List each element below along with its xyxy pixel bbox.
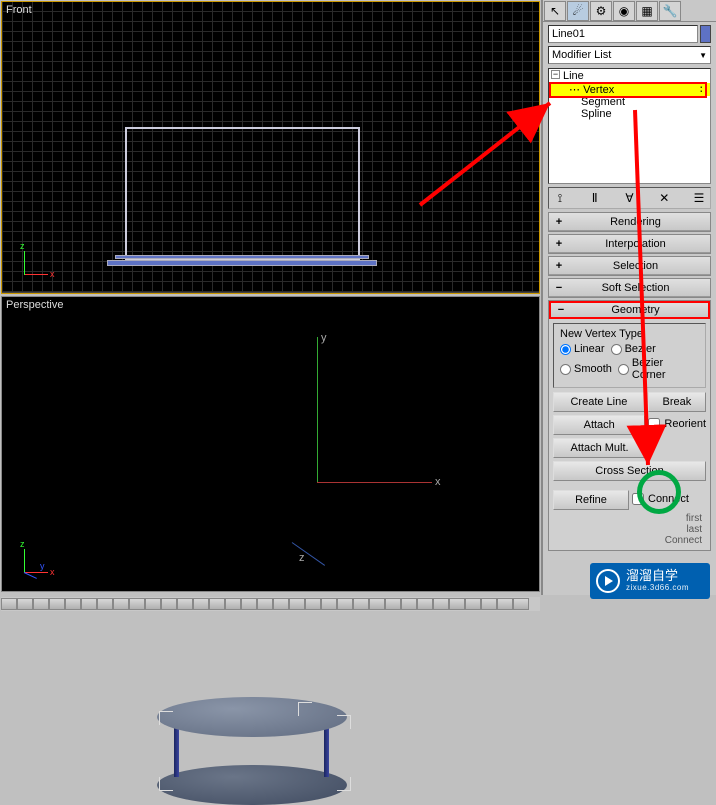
display-tab-icon[interactable]: ▦ — [636, 1, 658, 21]
modifier-stack[interactable]: − Line ⋯ Vertex ∷ Segment Spline — [548, 68, 711, 184]
rollout-title: Rendering — [565, 216, 706, 228]
selection-corner — [337, 715, 351, 729]
stack-root[interactable]: − Line — [549, 69, 710, 83]
connect2-label: Connect — [553, 535, 706, 546]
axis-z-label: z — [299, 552, 305, 564]
connect-checkbox[interactable] — [632, 493, 644, 505]
modifier-list-dropdown[interactable]: Modifier List — [548, 46, 711, 64]
stack-label: Spline — [581, 108, 612, 120]
time-slider[interactable] — [1, 597, 540, 611]
rollout-title: Soft Selection — [565, 282, 706, 294]
viewport-front[interactable]: Front x z — [1, 1, 540, 294]
selection-corner — [159, 711, 173, 725]
axis-gizmo: x z — [16, 243, 56, 283]
viewport-label: Perspective — [6, 299, 63, 311]
refine-button[interactable]: Refine — [553, 490, 629, 510]
axis-x-label: x — [435, 476, 441, 488]
show-result-icon[interactable]: Ⅱ — [585, 189, 605, 207]
unique-icon[interactable]: ∀ — [620, 189, 640, 207]
radio-bezier[interactable]: Bezier — [611, 343, 656, 355]
axis-x-label: x — [50, 269, 55, 279]
play-icon — [596, 569, 620, 593]
rollout-selection[interactable]: +Selection — [548, 256, 711, 276]
object-name-input[interactable] — [548, 25, 698, 43]
stack-spline[interactable]: Spline — [549, 108, 710, 120]
connect-label: Connect — [648, 493, 689, 505]
object-color-swatch[interactable] — [700, 25, 711, 43]
vertex-type-group: New Vertex Type Linear Bezier Smooth Bez… — [553, 323, 706, 388]
hierarchy-tab-icon[interactable]: ⚙ — [590, 1, 612, 21]
wireframe-base2 — [115, 255, 369, 259]
model-bottom — [157, 765, 347, 805]
rollout-rendering[interactable]: +Rendering — [548, 212, 711, 232]
last-label: last — [553, 524, 706, 535]
attach-mult-button[interactable]: Attach Mult. — [553, 438, 646, 458]
panel-toolbar: ↖ ☄ ⚙ ◉ ▦ 🔧 — [543, 0, 716, 22]
modifier-list-label: Modifier List — [552, 49, 611, 61]
watermark: 溜溜自学 zixue.3d66.com — [590, 563, 710, 599]
stack-toolbar: ⟟ Ⅱ ∀ ✕ ☰ — [548, 187, 711, 209]
reorient-label: Reorient — [664, 418, 706, 430]
viewport-perspective[interactable]: Perspective x y z x z y — [1, 296, 540, 592]
rollout-title: Selection — [565, 260, 706, 272]
create-line-button[interactable]: Create Line — [553, 392, 645, 412]
rollout-soft-selection[interactable]: −Soft Selection — [548, 278, 711, 298]
axis-z-label: z — [20, 241, 25, 251]
axis-x-label: x — [50, 567, 55, 577]
break-button[interactable]: Break — [648, 392, 706, 412]
radio-smooth[interactable]: Smooth — [560, 357, 612, 381]
rollout-geometry[interactable]: −Geometry New Vertex Type Linear Bezier … — [548, 300, 711, 551]
attach-button[interactable]: Attach — [553, 415, 645, 435]
create-tab-icon[interactable]: ↖ — [544, 1, 566, 21]
selection-corner — [337, 777, 351, 791]
viewport-area: Front x z Perspective x y z — [0, 0, 541, 595]
cross-section-button[interactable]: Cross Section — [553, 461, 706, 481]
utilities-tab-icon[interactable]: 🔧 — [659, 1, 681, 21]
config-icon[interactable]: ☰ — [689, 189, 709, 207]
selection-corner — [298, 702, 312, 716]
radio-bezier-corner[interactable]: Bezier Corner — [618, 357, 699, 381]
radio-linear[interactable]: Linear — [560, 343, 605, 355]
pin-icon[interactable]: ⟟ — [550, 189, 570, 207]
command-panel: ↖ ☄ ⚙ ◉ ▦ 🔧 Modifier List − Line ⋯ Verte… — [541, 0, 716, 595]
remove-icon[interactable]: ✕ — [654, 189, 674, 207]
rollout-title: Interpolation — [565, 238, 706, 250]
viewport-label: Front — [6, 4, 32, 16]
motion-tab-icon[interactable]: ◉ — [613, 1, 635, 21]
model-top — [157, 697, 347, 737]
stack-label: Line — [563, 70, 584, 82]
watermark-title: 溜溜自学 — [626, 569, 689, 583]
expand-icon[interactable]: − — [551, 70, 560, 79]
axis-z-label: z — [20, 539, 25, 549]
reorient-checkbox[interactable] — [648, 418, 660, 430]
rollout-title: Geometry — [567, 304, 704, 316]
modify-tab-icon[interactable]: ☄ — [567, 1, 589, 21]
selection-corner — [159, 777, 173, 791]
group-title: New Vertex Type — [560, 328, 699, 340]
wireframe-base — [107, 260, 377, 266]
wireframe-shape — [125, 127, 360, 260]
first-label: first — [553, 513, 706, 524]
axis-y-label: y — [40, 561, 45, 571]
axis-y-label: y — [321, 332, 327, 344]
rollout-interpolation[interactable]: +Interpolation — [548, 234, 711, 254]
watermark-sub: zixue.3d66.com — [626, 584, 689, 593]
axis-gizmo: x z y — [16, 541, 56, 581]
